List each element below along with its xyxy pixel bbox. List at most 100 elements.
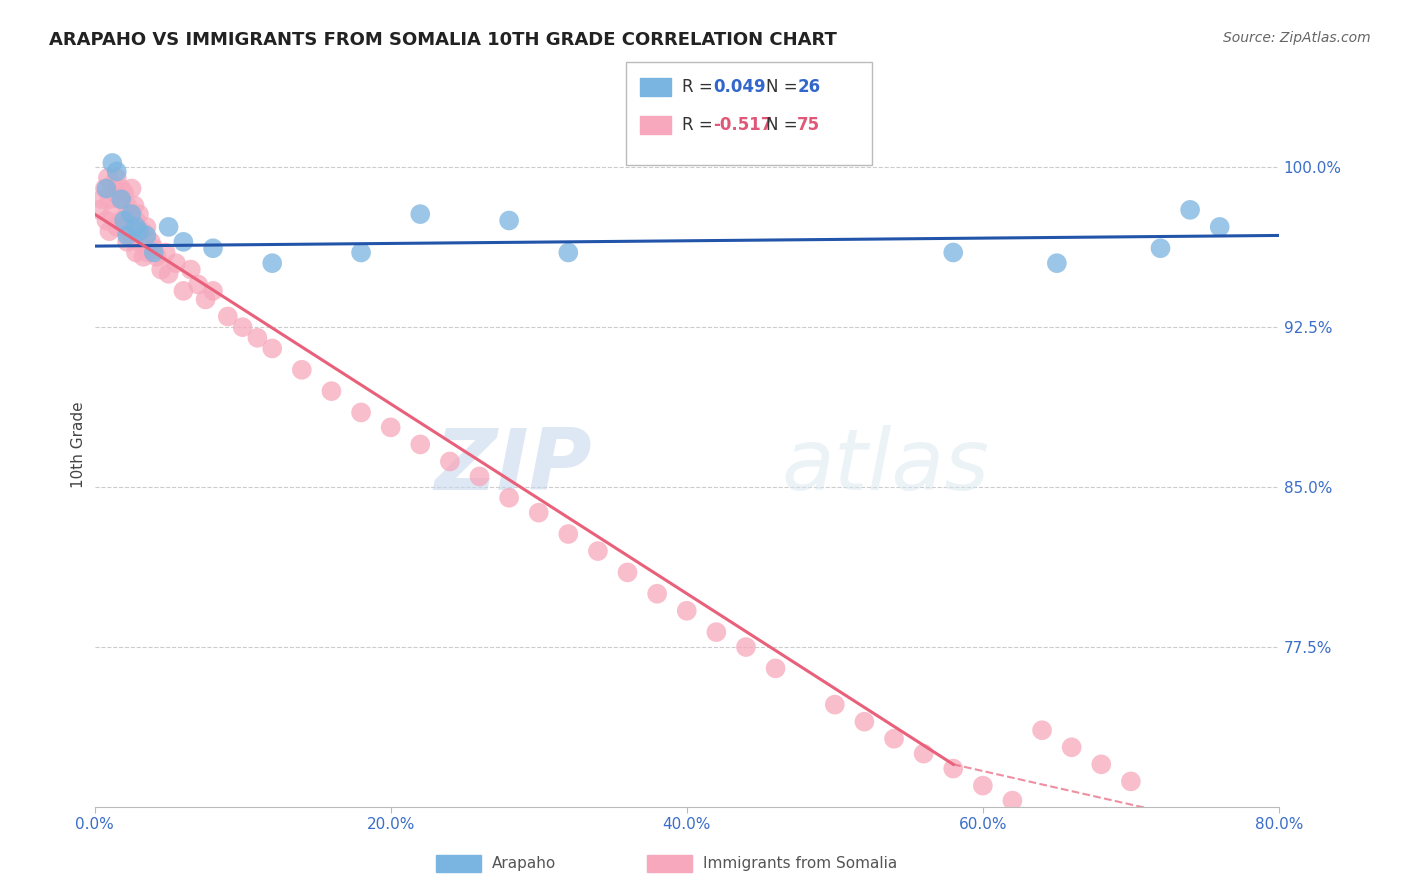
Point — [1149, 241, 1171, 255]
Text: 0.049: 0.049 — [713, 78, 765, 96]
Point — [135, 219, 157, 234]
Point — [150, 262, 173, 277]
Point — [409, 437, 432, 451]
Point — [128, 235, 150, 249]
Text: R =: R = — [682, 78, 718, 96]
Point — [110, 181, 132, 195]
Point — [380, 420, 402, 434]
Point — [94, 181, 117, 195]
Point — [142, 245, 165, 260]
Y-axis label: 10th Grade: 10th Grade — [72, 401, 86, 488]
Point — [194, 293, 217, 307]
Point — [187, 277, 209, 292]
Point — [912, 747, 935, 761]
Point — [498, 491, 520, 505]
Point — [112, 213, 135, 227]
Point — [883, 731, 905, 746]
Point — [1090, 757, 1112, 772]
Text: 75: 75 — [797, 116, 820, 134]
Point — [1060, 740, 1083, 755]
Point — [98, 224, 121, 238]
Point — [124, 198, 146, 212]
Point — [91, 192, 114, 206]
Point — [157, 267, 180, 281]
Point — [115, 198, 138, 212]
Point — [121, 207, 143, 221]
Point — [291, 363, 314, 377]
Point — [128, 224, 150, 238]
Point — [115, 235, 138, 249]
Point — [105, 170, 128, 185]
Point — [87, 202, 110, 217]
Point — [125, 213, 148, 227]
Point — [201, 284, 224, 298]
Point — [586, 544, 609, 558]
Point — [172, 284, 194, 298]
Point — [1001, 794, 1024, 808]
Point — [125, 245, 148, 260]
Point — [172, 235, 194, 249]
Point — [942, 762, 965, 776]
Point — [645, 587, 668, 601]
Point — [135, 228, 157, 243]
Point — [765, 661, 787, 675]
Text: R =: R = — [682, 116, 718, 134]
Text: Arapaho: Arapaho — [492, 856, 557, 871]
Point — [350, 405, 373, 419]
Point — [1031, 723, 1053, 738]
Point — [321, 384, 343, 398]
Point — [96, 181, 118, 195]
Point — [706, 625, 728, 640]
Point — [262, 342, 284, 356]
Point — [557, 245, 579, 260]
Point — [101, 156, 124, 170]
Point — [675, 604, 697, 618]
Point — [1178, 202, 1201, 217]
Point — [112, 219, 135, 234]
Point — [98, 192, 121, 206]
Point — [201, 241, 224, 255]
Text: ZIP: ZIP — [434, 425, 592, 508]
Point — [498, 213, 520, 227]
Point — [128, 207, 150, 221]
Point — [157, 219, 180, 234]
Text: ARAPAHO VS IMMIGRANTS FROM SOMALIA 10TH GRADE CORRELATION CHART: ARAPAHO VS IMMIGRANTS FROM SOMALIA 10TH … — [49, 31, 837, 49]
Point — [180, 262, 202, 277]
Point — [105, 164, 128, 178]
Point — [110, 213, 132, 227]
Text: Immigrants from Somalia: Immigrants from Somalia — [703, 856, 897, 871]
Point — [1119, 774, 1142, 789]
Point — [101, 178, 124, 192]
Point — [96, 213, 118, 227]
Point — [350, 245, 373, 260]
Point — [125, 219, 148, 234]
Point — [120, 207, 142, 221]
Text: -0.517: -0.517 — [713, 116, 772, 134]
Point — [246, 331, 269, 345]
Point — [105, 219, 128, 234]
Point — [104, 186, 127, 200]
Point — [1046, 256, 1069, 270]
Point — [121, 181, 143, 195]
Point — [101, 207, 124, 221]
Text: atlas: atlas — [782, 425, 990, 508]
Point — [139, 235, 162, 249]
Point — [165, 256, 187, 270]
Point — [132, 250, 155, 264]
Point — [557, 527, 579, 541]
Text: N =: N = — [766, 116, 803, 134]
Point — [468, 469, 491, 483]
Text: N =: N = — [766, 78, 803, 96]
Point — [735, 640, 758, 654]
Text: 26: 26 — [797, 78, 820, 96]
Point — [853, 714, 876, 729]
Point — [108, 192, 131, 206]
Point — [262, 256, 284, 270]
Point — [145, 250, 167, 264]
Point — [112, 186, 135, 200]
Point — [972, 779, 994, 793]
Point — [824, 698, 846, 712]
Point — [232, 320, 254, 334]
Point — [1209, 219, 1232, 234]
Point — [409, 207, 432, 221]
